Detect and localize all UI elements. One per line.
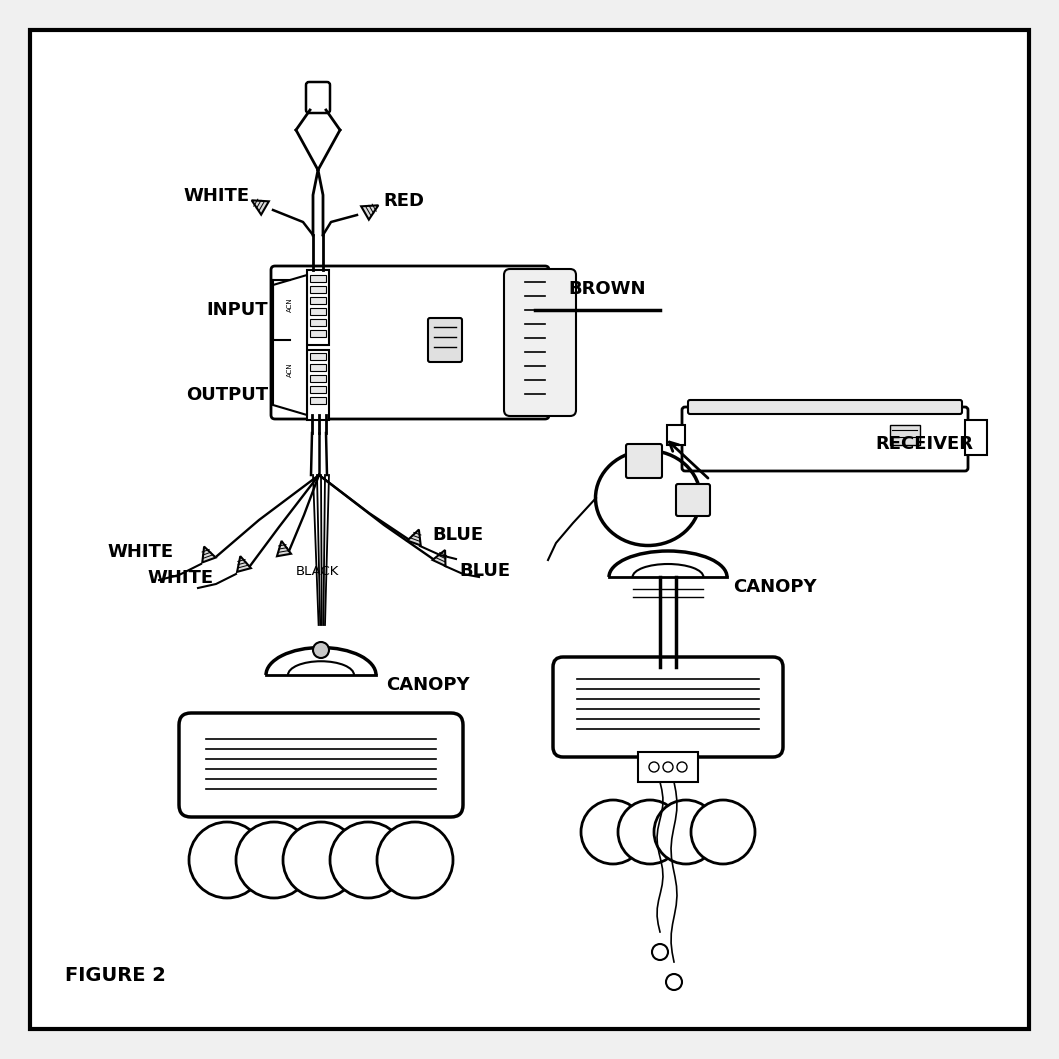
Polygon shape	[965, 420, 987, 455]
Text: BLUE: BLUE	[459, 562, 510, 580]
Circle shape	[652, 944, 668, 961]
FancyBboxPatch shape	[307, 351, 329, 420]
Text: WHITE: WHITE	[108, 543, 174, 561]
FancyBboxPatch shape	[676, 484, 710, 516]
Text: OUTPUT: OUTPUT	[186, 385, 268, 403]
Polygon shape	[667, 425, 685, 445]
Text: RECEIVER: RECEIVER	[875, 435, 973, 453]
Polygon shape	[202, 546, 216, 562]
Bar	[310, 297, 326, 304]
FancyBboxPatch shape	[626, 444, 662, 478]
Circle shape	[330, 822, 406, 898]
Circle shape	[677, 762, 687, 772]
Circle shape	[649, 762, 659, 772]
Text: BLUE: BLUE	[432, 526, 483, 544]
Circle shape	[377, 822, 453, 898]
Circle shape	[189, 822, 265, 898]
Bar	[310, 375, 326, 382]
FancyBboxPatch shape	[682, 407, 968, 471]
Bar	[310, 275, 326, 282]
FancyBboxPatch shape	[307, 270, 329, 345]
Circle shape	[236, 822, 312, 898]
Text: FIGURE 2: FIGURE 2	[65, 966, 166, 985]
Text: WHITE: WHITE	[148, 569, 214, 587]
Circle shape	[581, 800, 645, 864]
Bar	[638, 752, 698, 782]
Bar	[890, 425, 920, 445]
FancyBboxPatch shape	[179, 713, 463, 816]
Text: BLACK: BLACK	[297, 566, 339, 578]
Bar	[310, 385, 326, 393]
Polygon shape	[277, 541, 291, 556]
Bar	[310, 308, 326, 315]
Circle shape	[654, 800, 718, 864]
FancyBboxPatch shape	[553, 657, 783, 757]
Text: WHITE: WHITE	[184, 187, 250, 205]
Circle shape	[283, 822, 359, 898]
Bar	[310, 364, 326, 371]
Polygon shape	[273, 275, 307, 415]
Text: ACN: ACN	[287, 362, 293, 377]
FancyBboxPatch shape	[428, 318, 462, 362]
Polygon shape	[361, 205, 378, 219]
Bar	[310, 353, 326, 360]
FancyBboxPatch shape	[688, 400, 962, 414]
Polygon shape	[237, 556, 251, 572]
Text: RED: RED	[383, 192, 424, 210]
Text: INPUT: INPUT	[207, 301, 268, 319]
Bar	[310, 397, 326, 403]
Circle shape	[692, 800, 755, 864]
Polygon shape	[408, 530, 420, 545]
FancyBboxPatch shape	[271, 266, 549, 419]
Polygon shape	[252, 200, 269, 215]
Circle shape	[666, 974, 682, 990]
Polygon shape	[432, 550, 446, 566]
Circle shape	[313, 642, 329, 658]
Circle shape	[663, 762, 674, 772]
Text: BROWN: BROWN	[569, 280, 646, 298]
Bar	[310, 319, 326, 326]
Text: ACN: ACN	[287, 298, 293, 312]
Bar	[310, 286, 326, 293]
Circle shape	[618, 800, 682, 864]
FancyBboxPatch shape	[306, 82, 330, 113]
Text: CANOPY: CANOPY	[385, 676, 469, 694]
Text: CANOPY: CANOPY	[733, 578, 816, 596]
Bar	[310, 330, 326, 337]
FancyBboxPatch shape	[504, 269, 576, 416]
